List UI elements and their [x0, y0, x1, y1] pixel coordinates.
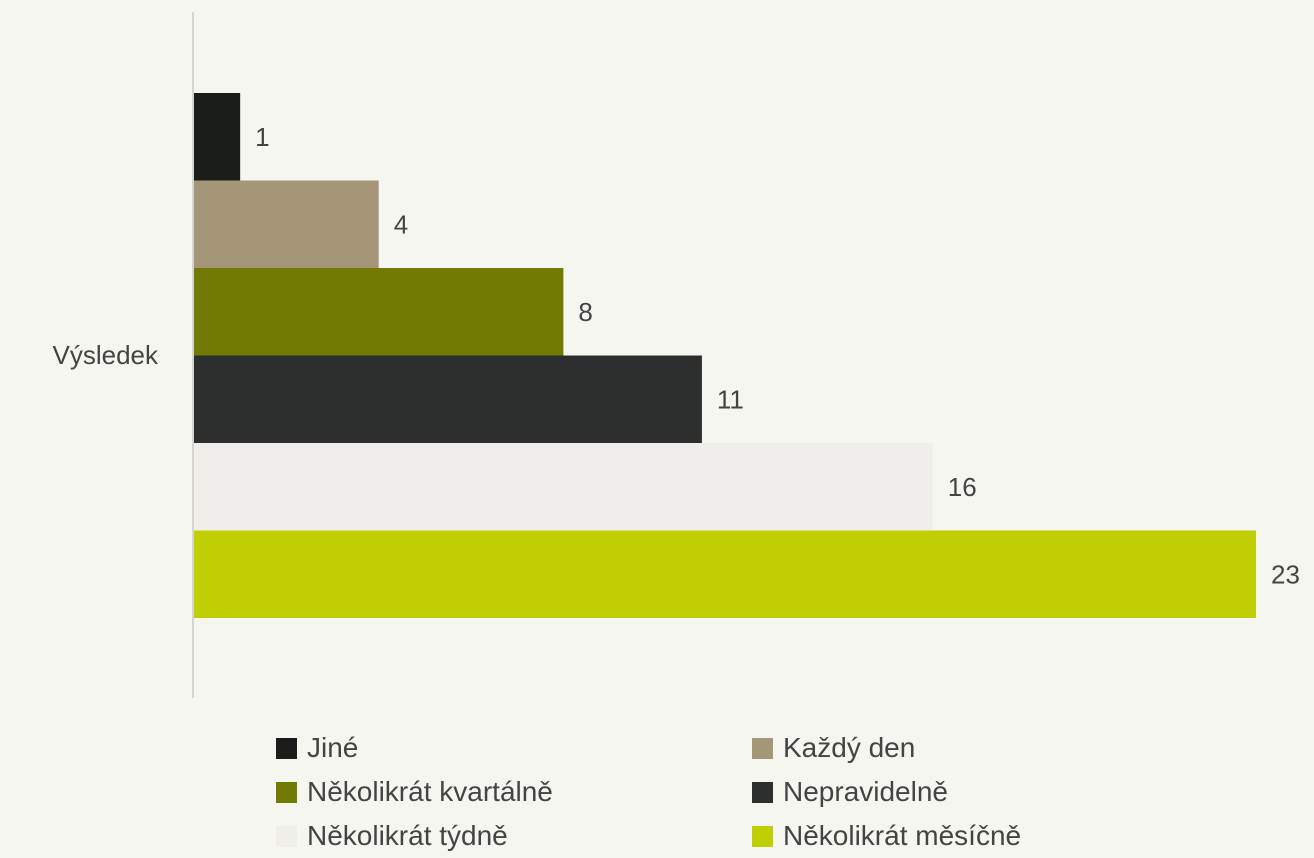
- bar-chart: Výsledek 1 4 8 11 16 23: [53, 12, 1300, 698]
- legend-item: Nepravidelně: [752, 774, 1172, 810]
- legend-swatch: [752, 825, 773, 847]
- legend-item: Každý den: [752, 730, 1172, 766]
- bar-4: [194, 355, 702, 443]
- data-label-2: 4: [394, 209, 408, 239]
- legend-swatch: [276, 737, 297, 759]
- data-label-5: 16: [948, 472, 977, 502]
- legend: Jiné Každý den Několikrát kvartálně Nepravi…: [276, 730, 1176, 854]
- legend-swatch: [276, 825, 297, 847]
- legend-item: Několikrát týdně: [276, 818, 752, 854]
- bar-3: [194, 268, 564, 356]
- legend-label: Jiné: [307, 732, 359, 763]
- legend-label: Nepravidelně: [783, 776, 948, 807]
- data-label-1: 1: [255, 122, 269, 152]
- legend-swatch: [276, 781, 297, 803]
- legend-label: Několikrát týdně: [307, 820, 508, 851]
- bars-group: 1 4 8 11 16 23: [194, 93, 1300, 618]
- legend-label: Několikrát kvartálně: [307, 776, 553, 807]
- bar-2: [194, 180, 379, 268]
- legend-swatch: [752, 781, 773, 803]
- legend-label: Každý den: [783, 732, 916, 763]
- category-label: Výsledek: [53, 340, 159, 370]
- data-label-6: 23: [1271, 559, 1300, 589]
- legend-swatch: [752, 737, 773, 759]
- legend-label: Několikrát měsíčně: [783, 820, 1022, 851]
- legend-item: Jiné: [276, 730, 752, 766]
- bar-5: [194, 443, 933, 531]
- legend-item: Několikrát kvartálně: [276, 774, 752, 810]
- bar-6: [194, 530, 1256, 618]
- data-label-4: 11: [717, 384, 744, 414]
- data-label-3: 8: [578, 297, 592, 327]
- legend-item: Několikrát měsíčně: [752, 818, 1172, 854]
- bar-1: [194, 93, 241, 181]
